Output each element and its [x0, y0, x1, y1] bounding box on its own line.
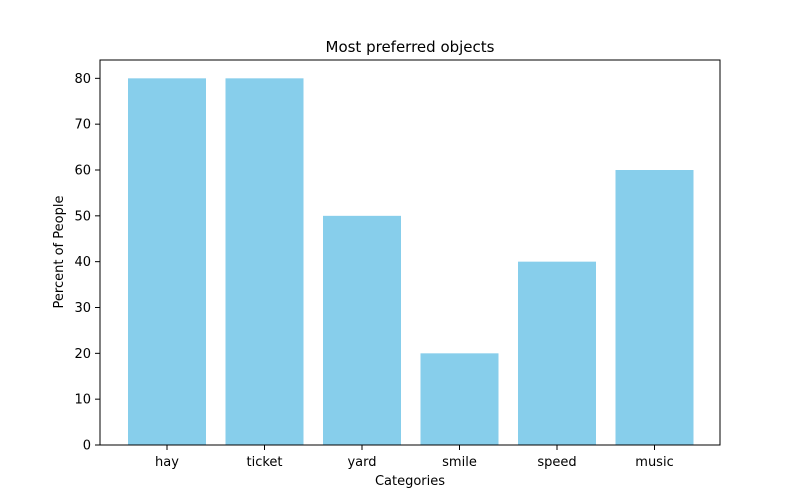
y-tick-label-20: 20	[74, 347, 91, 362]
x-tick-label-speed: speed	[537, 455, 576, 470]
bar-smile	[420, 353, 499, 445]
x-tick-label-smile: smile	[442, 455, 477, 470]
bars-group	[128, 78, 694, 445]
y-tick-label-0: 0	[83, 439, 91, 454]
bar-ticket	[225, 78, 304, 445]
x-tick-label-music: music	[635, 455, 673, 470]
chart-title: Most preferred objects	[326, 38, 495, 56]
y-axis-ticks: 0 10 20 30 40 50 60 70 80	[74, 72, 100, 454]
x-tick-label-yard: yard	[347, 455, 376, 470]
x-axis-label: Categories	[375, 474, 445, 489]
y-tick-label-70: 70	[74, 118, 91, 133]
x-axis-ticks: hay ticket yard smile speed music	[155, 445, 674, 470]
y-tick-label-40: 40	[74, 255, 91, 270]
bar-yard	[323, 215, 401, 445]
x-tick-label-ticket: ticket	[246, 455, 282, 470]
x-tick-label-hay: hay	[155, 455, 179, 470]
plot-frame	[99, 59, 721, 446]
y-tick-label-80: 80	[74, 72, 91, 87]
y-tick-label-10: 10	[74, 393, 91, 408]
y-tick-label-50: 50	[74, 209, 91, 224]
bar-hay	[128, 78, 206, 445]
y-axis-label: Percent of People	[52, 196, 67, 309]
y-tick-label-60: 60	[74, 164, 91, 179]
bar-speed	[518, 261, 596, 445]
y-tick-label-30: 30	[74, 301, 91, 316]
bar-music	[615, 170, 694, 445]
